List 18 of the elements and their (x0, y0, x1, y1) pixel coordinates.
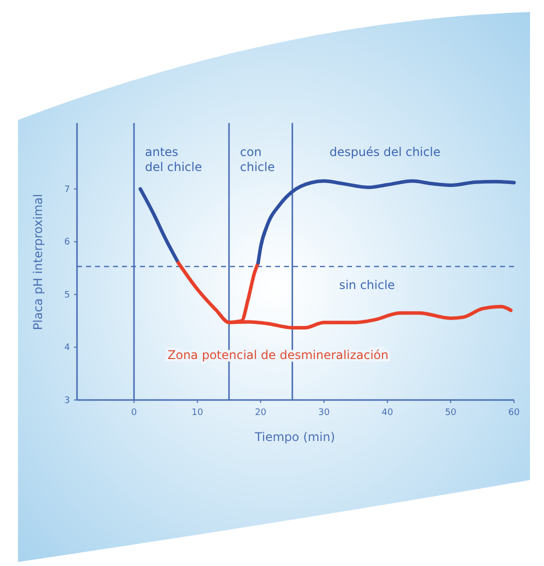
x-tick-label: 30 (318, 408, 330, 418)
x-tick-label: 60 (508, 408, 520, 418)
x-tick-label: 40 (382, 408, 394, 418)
x-tick-label: 50 (444, 408, 457, 418)
y-tick-label: 5 (64, 290, 70, 300)
annotation: con chicle (240, 145, 275, 174)
x-tick-label: 0 (131, 408, 138, 418)
y-tick-label: 7 (64, 184, 70, 195)
y-tick-label: 3 (64, 396, 70, 406)
y-tick-label: 4 (64, 343, 70, 354)
annotation: después del chicle (330, 145, 440, 159)
x-tick-label: 10 (192, 408, 204, 418)
annotation: sin chicle (339, 278, 395, 292)
x-tick-label: 20 (254, 408, 267, 418)
y-axis-title: Placa pH interproximal (31, 194, 45, 330)
x-axis-title: Tiempo (min) (254, 430, 336, 444)
y-tick-label: 6 (64, 238, 70, 248)
annotation: antes del chicle (145, 145, 202, 174)
